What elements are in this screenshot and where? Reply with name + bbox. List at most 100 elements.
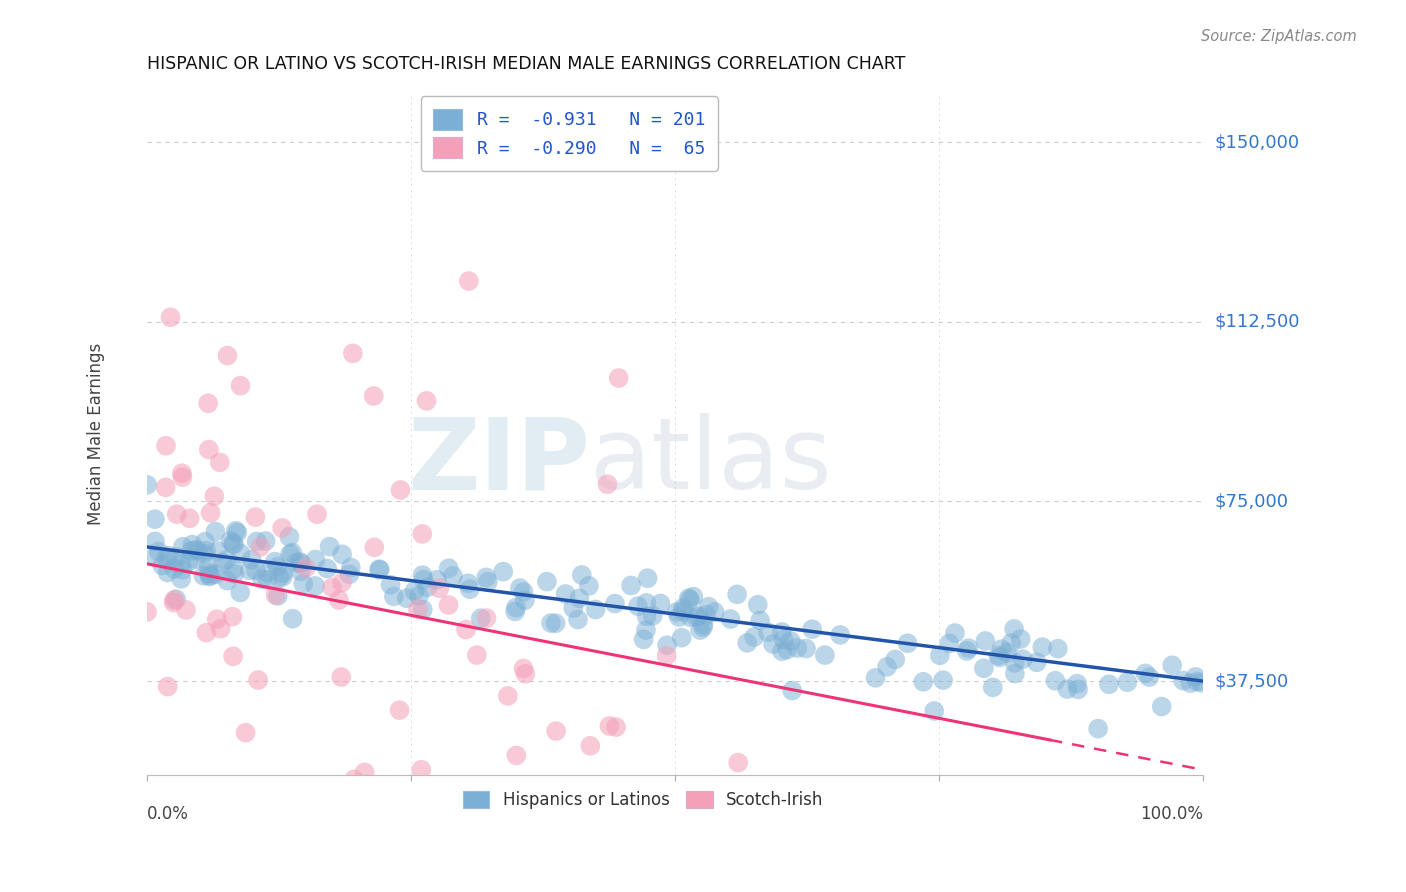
Text: Median Male Earnings: Median Male Earnings — [87, 343, 105, 525]
Point — [406, 602, 429, 616]
Point — [655, 638, 678, 652]
Point — [671, 631, 693, 645]
Point — [1025, 655, 1047, 669]
Point — [988, 650, 1011, 665]
Point — [229, 547, 252, 561]
Point — [725, 587, 748, 601]
Point — [194, 534, 217, 549]
Point — [198, 569, 221, 583]
Point — [692, 617, 714, 632]
Point — [928, 648, 950, 663]
Point — [136, 478, 159, 492]
Point — [650, 597, 672, 611]
Point — [353, 765, 375, 780]
Point — [205, 612, 228, 626]
Point — [470, 611, 492, 625]
Point — [1046, 641, 1069, 656]
Point — [568, 591, 591, 606]
Point — [198, 566, 221, 580]
Text: $150,000: $150,000 — [1215, 133, 1299, 151]
Point — [198, 442, 221, 457]
Text: $75,000: $75,000 — [1215, 492, 1288, 510]
Point — [222, 536, 245, 550]
Point — [633, 632, 655, 647]
Point — [458, 582, 481, 597]
Point — [426, 573, 449, 587]
Point — [697, 599, 720, 614]
Point — [1189, 675, 1212, 690]
Point — [943, 626, 966, 640]
Point — [665, 605, 688, 619]
Point — [703, 605, 725, 619]
Point — [278, 530, 301, 544]
Point — [515, 666, 537, 681]
Point — [225, 524, 247, 538]
Point — [567, 613, 589, 627]
Point — [786, 640, 808, 655]
Point — [772, 632, 794, 647]
Point — [181, 538, 204, 552]
Point — [177, 555, 200, 569]
Point — [222, 562, 245, 576]
Point — [540, 615, 562, 630]
Point — [876, 660, 898, 674]
Point — [264, 588, 287, 602]
Point — [170, 467, 193, 481]
Point — [343, 772, 366, 787]
Point — [605, 720, 627, 734]
Point — [256, 573, 278, 587]
Point — [1098, 677, 1121, 691]
Point — [776, 642, 799, 657]
Point — [412, 602, 434, 616]
Point — [304, 579, 326, 593]
Point — [165, 592, 187, 607]
Point — [938, 636, 960, 650]
Point — [330, 670, 353, 684]
Point — [156, 566, 179, 580]
Point — [412, 573, 434, 587]
Point — [155, 439, 177, 453]
Point — [380, 578, 402, 592]
Point — [1187, 674, 1209, 689]
Point — [830, 628, 852, 642]
Point — [655, 648, 678, 663]
Point — [411, 527, 433, 541]
Point — [304, 552, 326, 566]
Point — [170, 572, 193, 586]
Point — [305, 507, 328, 521]
Point — [156, 680, 179, 694]
Point — [172, 540, 194, 554]
Point — [217, 574, 239, 588]
Point — [221, 609, 243, 624]
Point — [208, 455, 231, 469]
Point — [735, 636, 758, 650]
Point — [148, 544, 170, 558]
Point — [292, 576, 315, 591]
Point — [163, 562, 186, 576]
Point — [598, 719, 620, 733]
Point — [219, 533, 242, 548]
Point — [240, 552, 263, 566]
Point — [1173, 673, 1195, 688]
Point — [193, 568, 215, 582]
Point — [747, 598, 769, 612]
Point — [172, 470, 194, 484]
Point — [692, 620, 714, 634]
Point — [607, 371, 630, 385]
Point — [271, 570, 294, 584]
Point — [780, 683, 803, 698]
Point — [562, 601, 585, 615]
Text: $112,500: $112,500 — [1215, 313, 1299, 331]
Point — [672, 604, 695, 618]
Point — [246, 534, 269, 549]
Point — [197, 559, 219, 574]
Point — [922, 704, 945, 718]
Point — [536, 574, 558, 589]
Point — [689, 623, 711, 637]
Point — [437, 561, 460, 575]
Point — [271, 521, 294, 535]
Point — [256, 566, 278, 580]
Point — [200, 568, 222, 582]
Point — [770, 625, 793, 640]
Point — [897, 636, 920, 650]
